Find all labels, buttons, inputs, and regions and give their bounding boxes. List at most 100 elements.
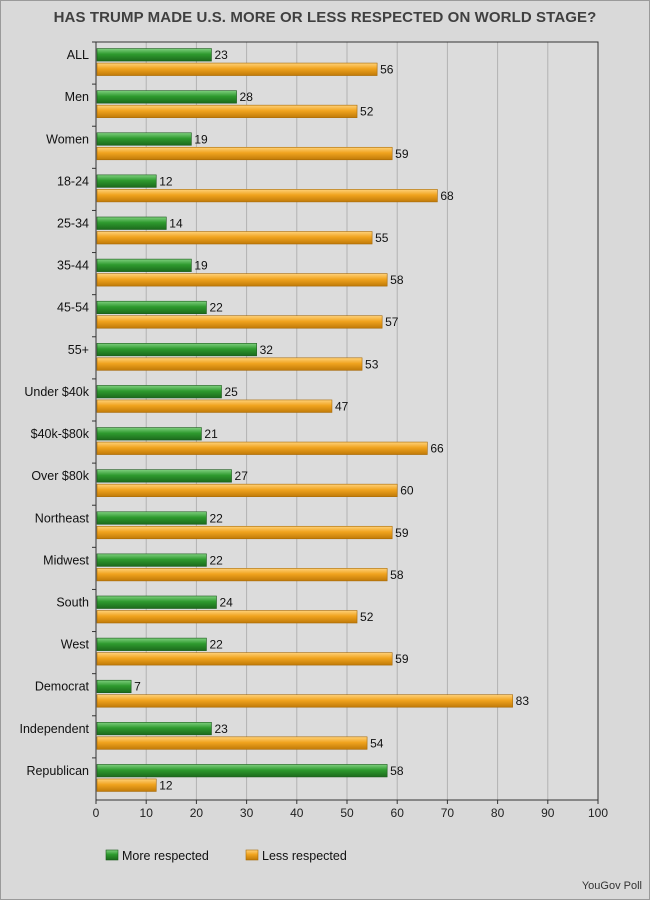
category-label: Northeast — [35, 511, 90, 525]
x-tick-label: 70 — [441, 806, 455, 820]
data-label: 21 — [204, 427, 218, 441]
category-label: Over $80k — [31, 469, 89, 483]
bar-less — [96, 652, 393, 666]
data-label: 23 — [214, 722, 228, 736]
bar-less — [96, 736, 368, 750]
bar-less — [96, 483, 398, 497]
category-label: Midwest — [43, 553, 89, 567]
bar-more — [96, 343, 257, 357]
data-label: 32 — [260, 343, 274, 357]
bar-less — [96, 146, 393, 161]
bar-more — [96, 216, 167, 230]
bar-more — [96, 300, 207, 315]
category-label: 18-24 — [57, 174, 89, 188]
data-label: 7 — [134, 680, 141, 694]
data-label: 66 — [430, 442, 444, 456]
data-label: 53 — [365, 357, 379, 371]
category-label: Independent — [19, 722, 89, 736]
data-label: 83 — [516, 694, 530, 708]
bar-less — [96, 778, 157, 792]
data-label: 22 — [209, 511, 223, 525]
data-label: 57 — [385, 315, 399, 329]
legend-swatch — [105, 849, 119, 861]
bar-more — [96, 469, 232, 483]
bar-less — [96, 441, 428, 455]
data-label: 47 — [335, 399, 349, 413]
bar-less — [96, 357, 363, 371]
category-label: 55+ — [68, 343, 89, 357]
data-label: 56 — [380, 63, 394, 77]
legend-swatch — [245, 849, 259, 861]
bar-more — [96, 174, 157, 188]
data-label: 68 — [440, 189, 454, 203]
x-tick-label: 50 — [340, 806, 354, 820]
bar-more — [96, 679, 132, 694]
x-tick-label: 0 — [93, 806, 100, 820]
category-label: 25-34 — [57, 217, 89, 231]
data-label: 23 — [214, 48, 228, 62]
data-label: 25 — [225, 385, 239, 399]
category-label: Men — [65, 90, 89, 104]
bar-more — [96, 48, 212, 62]
data-label: 55 — [375, 231, 389, 245]
data-label: 58 — [390, 568, 404, 582]
data-label: 59 — [395, 526, 409, 540]
data-label: 12 — [159, 174, 173, 188]
category-label: Republican — [26, 764, 89, 778]
bar-more — [96, 764, 388, 778]
data-label: 52 — [360, 610, 374, 624]
x-tick-label: 90 — [541, 806, 555, 820]
category-label: Under $40k — [24, 385, 89, 399]
legend-label: Less respected — [262, 849, 347, 863]
data-label: 14 — [169, 217, 183, 231]
category-label: $40k-$80k — [31, 427, 90, 441]
legend-label: More respected — [122, 849, 209, 863]
bar-more — [96, 553, 207, 567]
bar-less — [96, 189, 438, 203]
bar-less — [96, 62, 378, 76]
bar-more — [96, 722, 212, 736]
bar-less — [96, 525, 393, 540]
bar-less — [96, 273, 388, 287]
bar-more — [96, 511, 207, 525]
bar-more — [96, 595, 217, 609]
source-label: YouGov Poll — [581, 880, 642, 892]
data-label: 28 — [240, 90, 254, 104]
x-tick-label: 80 — [491, 806, 505, 820]
data-label: 52 — [360, 105, 374, 119]
bar-less — [96, 231, 373, 245]
data-label: 27 — [235, 469, 249, 483]
x-tick-label: 20 — [190, 806, 204, 820]
bar-less — [96, 568, 388, 582]
bar-more — [96, 132, 192, 146]
category-label: Women — [46, 132, 89, 146]
data-label: 19 — [194, 259, 208, 273]
data-label: 58 — [390, 273, 404, 287]
data-label: 19 — [194, 132, 208, 146]
x-tick-label: 10 — [140, 806, 154, 820]
x-tick-label: 30 — [240, 806, 254, 820]
data-label: 22 — [209, 301, 223, 315]
category-label: West — [61, 638, 90, 652]
bar-more — [96, 427, 202, 441]
data-label: 54 — [370, 736, 384, 750]
bar-less — [96, 104, 358, 118]
chart-title: HAS TRUMP MADE U.S. MORE OR LESS RESPECT… — [53, 9, 597, 26]
category-label: 35-44 — [57, 259, 89, 273]
x-tick-label: 40 — [290, 806, 304, 820]
bar-more — [96, 258, 192, 272]
category-label: South — [56, 596, 89, 610]
data-label: 12 — [159, 778, 173, 792]
data-label: 22 — [209, 553, 223, 567]
bar-less — [96, 399, 333, 413]
data-label: 22 — [209, 638, 223, 652]
category-label: 45-54 — [57, 301, 89, 315]
category-label: Democrat — [35, 680, 90, 694]
bar-more — [96, 637, 207, 651]
data-label: 59 — [395, 147, 409, 161]
data-label: 58 — [390, 764, 404, 778]
bar-more — [96, 90, 237, 104]
bar-less — [96, 610, 358, 624]
bar-less — [96, 315, 383, 329]
